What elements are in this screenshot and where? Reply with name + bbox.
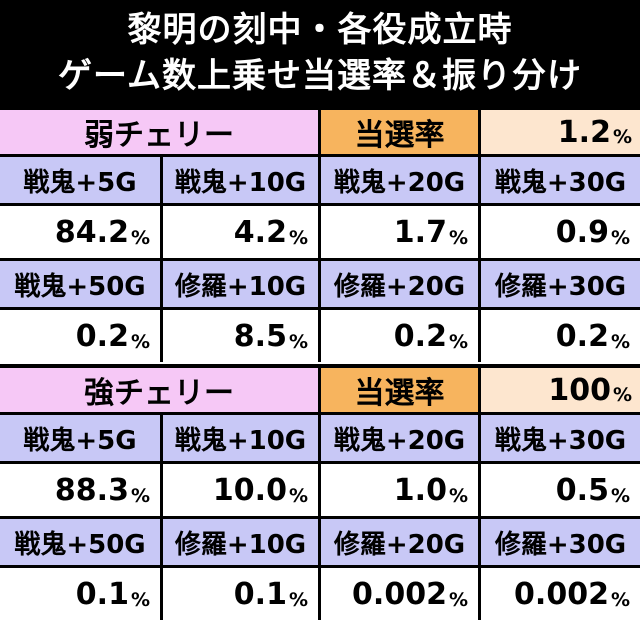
value-number: 0.5	[555, 472, 609, 508]
percent-sign: %	[288, 331, 308, 353]
probability-value: 0.002%	[321, 568, 478, 620]
section-weak-cherry: 弱チェリー 当選率 1.2% 戦鬼+5G 戦鬼+10G 戦鬼+20G 戦鬼+30…	[0, 106, 640, 362]
bonus-label: 戦鬼+5G	[0, 415, 160, 461]
label-row: 戦鬼+50G 修羅+10G 修羅+20G 修羅+30G	[0, 261, 640, 307]
bonus-label: 戦鬼+50G	[0, 519, 160, 565]
label-row: 戦鬼+5G 戦鬼+10G 戦鬼+20G 戦鬼+30G	[0, 157, 640, 203]
percent-sign: %	[130, 331, 150, 353]
percent-sign: %	[288, 485, 308, 507]
role-name: 弱チェリー	[0, 110, 318, 154]
bonus-label: 戦鬼+20G	[321, 157, 478, 203]
value-number: 0.2	[555, 318, 609, 354]
probability-value: 0.5%	[481, 464, 640, 516]
probability-value: 0.2%	[0, 310, 160, 362]
value-number: 4.2	[233, 214, 287, 250]
bonus-label: 戦鬼+20G	[321, 415, 478, 461]
percent-sign: %	[610, 227, 630, 249]
percent-sign: %	[610, 589, 630, 611]
bonus-label: 戦鬼+50G	[0, 261, 160, 307]
title-line-1: 黎明の刻中・各役成立時	[127, 10, 513, 50]
value-row: 84.2% 4.2% 1.7% 0.9%	[0, 206, 640, 258]
value-number: 0.002	[514, 576, 609, 612]
bonus-label: 戦鬼+5G	[0, 157, 160, 203]
value-number: 0.9	[555, 214, 609, 250]
section-header-row: 弱チェリー 当選率 1.2%	[0, 110, 640, 154]
value-number: 0.1	[233, 576, 287, 612]
probability-value: 0.1%	[0, 568, 160, 620]
probability-value: 0.2%	[321, 310, 478, 362]
probability-value: 0.9%	[481, 206, 640, 258]
percent-sign: %	[130, 589, 150, 611]
bonus-label: 戦鬼+30G	[481, 415, 640, 461]
percent-sign: %	[448, 589, 468, 611]
value-number: 10.0	[212, 472, 287, 508]
rate-label: 当選率	[321, 368, 478, 412]
rate-number: 100	[548, 372, 611, 408]
percent-sign: %	[612, 126, 632, 148]
probability-value: 0.002%	[481, 568, 640, 620]
percent-sign: %	[610, 331, 630, 353]
bonus-label: 戦鬼+10G	[163, 415, 318, 461]
value-number: 88.3	[54, 472, 129, 508]
percent-sign: %	[612, 384, 632, 406]
value-row: 0.1% 0.1% 0.002% 0.002%	[0, 568, 640, 620]
value-number: 8.5	[233, 318, 287, 354]
percent-sign: %	[610, 485, 630, 507]
title-line-2: ゲーム数上乗せ当選率＆振り分け	[58, 56, 582, 96]
value-number: 0.2	[75, 318, 129, 354]
percent-sign: %	[448, 331, 468, 353]
rate-label: 当選率	[321, 110, 478, 154]
value-number: 1.0	[393, 472, 447, 508]
probability-value: 88.3%	[0, 464, 160, 516]
value-number: 1.7	[393, 214, 447, 250]
page-title: 黎明の刻中・各役成立時 ゲーム数上乗せ当選率＆振り分け	[0, 0, 640, 106]
percent-sign: %	[448, 227, 468, 249]
bonus-label: 戦鬼+30G	[481, 157, 640, 203]
value-number: 0.002	[352, 576, 447, 612]
bonus-label: 修羅+30G	[481, 261, 640, 307]
probability-value: 4.2%	[163, 206, 318, 258]
percent-sign: %	[130, 485, 150, 507]
probability-value: 10.0%	[163, 464, 318, 516]
probability-value: 84.2%	[0, 206, 160, 258]
probability-value: 1.7%	[321, 206, 478, 258]
value-number: 0.2	[393, 318, 447, 354]
probability-value: 0.2%	[481, 310, 640, 362]
probability-value: 1.0%	[321, 464, 478, 516]
bonus-label: 修羅+10G	[163, 261, 318, 307]
bonus-label: 戦鬼+10G	[163, 157, 318, 203]
percent-sign: %	[448, 485, 468, 507]
value-row: 88.3% 10.0% 1.0% 0.5%	[0, 464, 640, 516]
rate-number: 1.2	[557, 114, 611, 150]
percent-sign: %	[130, 227, 150, 249]
role-name: 強チェリー	[0, 368, 318, 412]
percent-sign: %	[288, 227, 308, 249]
rate-value: 100%	[481, 368, 640, 412]
label-row: 戦鬼+50G 修羅+10G 修羅+20G 修羅+30G	[0, 519, 640, 565]
label-row: 戦鬼+5G 戦鬼+10G 戦鬼+20G 戦鬼+30G	[0, 415, 640, 461]
value-row: 0.2% 8.5% 0.2% 0.2%	[0, 310, 640, 362]
section-header-row: 強チェリー 当選率 100%	[0, 368, 640, 412]
percent-sign: %	[288, 589, 308, 611]
probability-value: 0.1%	[163, 568, 318, 620]
bonus-label: 修羅+10G	[163, 519, 318, 565]
bonus-label: 修羅+30G	[481, 519, 640, 565]
section-strong-cherry: 強チェリー 当選率 100% 戦鬼+5G 戦鬼+10G 戦鬼+20G 戦鬼+30…	[0, 364, 640, 620]
probability-value: 8.5%	[163, 310, 318, 362]
value-number: 0.1	[75, 576, 129, 612]
value-number: 84.2	[54, 214, 129, 250]
bonus-label: 修羅+20G	[321, 261, 478, 307]
rate-value: 1.2%	[481, 110, 640, 154]
bonus-label: 修羅+20G	[321, 519, 478, 565]
